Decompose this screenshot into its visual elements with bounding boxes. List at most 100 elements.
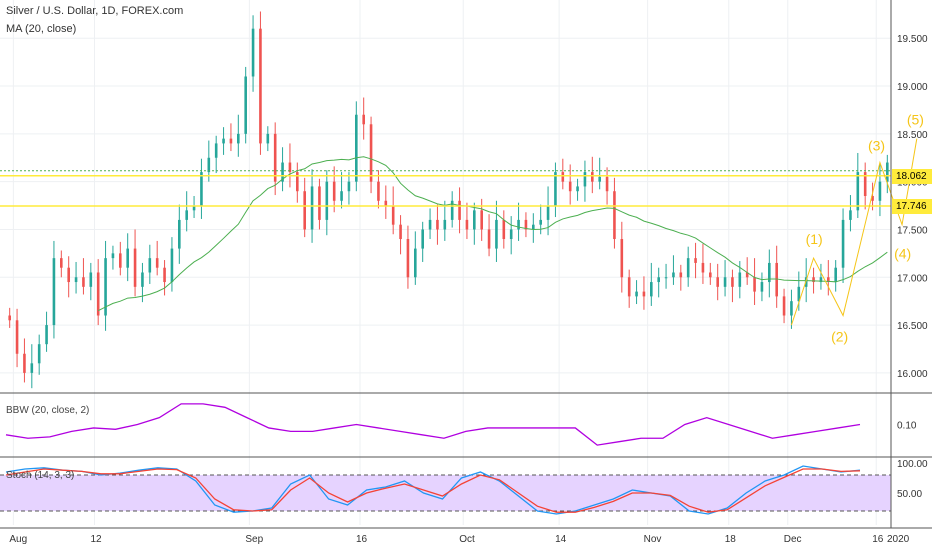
candle-body — [362, 114, 365, 125]
candle-body — [745, 272, 749, 278]
candle-body — [716, 277, 719, 287]
candle-body — [207, 157, 211, 173]
candle-body — [863, 172, 867, 196]
candle-body — [701, 262, 705, 273]
candle-body — [369, 124, 373, 182]
candle-body — [709, 272, 712, 278]
candle-body — [200, 172, 203, 206]
candle-body — [281, 162, 284, 182]
candle-body — [605, 176, 609, 192]
ma-legend: MA (20, close) — [6, 23, 77, 35]
candle-body — [480, 210, 483, 230]
candle-body — [391, 205, 395, 225]
candle-body — [384, 200, 388, 206]
candle-body — [694, 258, 697, 263]
candle-body — [450, 200, 454, 220]
candle-body — [244, 76, 247, 134]
bbw-line — [5, 403, 861, 446]
candle-body — [340, 191, 343, 201]
candle-body — [119, 253, 122, 268]
candle-body — [67, 267, 70, 283]
bbw-title: BBW (20, close, 2) — [6, 405, 90, 416]
candle-body — [355, 114, 358, 182]
candle-body — [428, 219, 432, 230]
candle-body — [768, 262, 771, 283]
candle-body — [627, 277, 631, 297]
x-tick-label: 14 — [555, 534, 567, 545]
x-tick-label: Nov — [644, 534, 662, 545]
candle-body — [443, 219, 447, 230]
candle-body — [509, 229, 513, 240]
candle-body — [229, 138, 233, 144]
stoch-band — [0, 474, 891, 512]
candle-body — [126, 248, 129, 268]
symbol-title: Silver / U.S. Dollar, 1D, FOREX.com — [6, 5, 184, 17]
x-tick-label: 12 — [91, 534, 103, 545]
candle-body — [598, 176, 601, 182]
candle-body — [23, 353, 26, 373]
candle-body — [524, 219, 528, 230]
grid — [0, 0, 892, 525]
candle-body — [613, 191, 616, 240]
stoch-title: Stoch (14, 3, 3) — [6, 470, 75, 481]
candle-body — [45, 325, 48, 345]
candle-body — [642, 291, 646, 297]
candle-body — [178, 219, 181, 249]
candle-body — [679, 272, 683, 278]
candle-body — [591, 172, 594, 182]
candle-body — [886, 162, 889, 182]
candles — [8, 11, 889, 389]
price-tag-upper: 18.062 — [892, 168, 932, 184]
candle-body — [672, 272, 675, 278]
candle-body — [804, 277, 808, 287]
x-tick-label: 16 — [872, 534, 884, 545]
candle-body — [332, 181, 336, 201]
candle-body — [878, 181, 882, 201]
price-tag-lower: 17.746 — [892, 198, 932, 214]
y-tick-label: 18.500 — [897, 130, 928, 141]
candle-body — [827, 277, 830, 283]
y-tick-label: 16.500 — [897, 321, 928, 332]
candle-body — [436, 219, 439, 230]
candle-body — [546, 205, 550, 220]
x-tick-label: Dec — [784, 534, 802, 545]
candle-body — [583, 172, 587, 187]
candle-body — [60, 258, 63, 268]
candle-body — [318, 186, 321, 220]
candle-body — [620, 239, 624, 278]
candle-body — [495, 219, 498, 249]
axes — [0, 0, 932, 529]
y-tick-label: 100.00 — [897, 459, 928, 470]
candle-body — [849, 210, 852, 220]
candle-body — [731, 277, 734, 287]
candle-body — [502, 219, 506, 240]
wave-label: (4) — [894, 246, 911, 262]
tick-labels: 19.50019.00018.50018.00017.50017.00016.5… — [9, 34, 928, 545]
candle-body — [856, 172, 860, 211]
candle-body — [782, 296, 786, 316]
candle-body — [487, 229, 491, 249]
candle-body — [812, 277, 815, 283]
wave-label: (2) — [831, 329, 848, 345]
candle-body — [473, 210, 476, 230]
candle-body — [576, 186, 579, 192]
candle-body — [74, 277, 78, 283]
candle-body — [296, 172, 299, 192]
candle-body — [170, 248, 174, 283]
x-tick-label: 2020 — [887, 534, 910, 545]
candle-body — [310, 186, 314, 230]
candle-body — [141, 272, 144, 287]
candle-body — [790, 301, 793, 316]
wave-label: (1) — [806, 231, 823, 247]
candle-body — [568, 181, 572, 192]
candle-body — [517, 219, 520, 230]
candle-body — [657, 277, 660, 283]
candle-body — [30, 363, 34, 373]
ma-line — [97, 156, 888, 312]
candle-body — [664, 277, 668, 279]
candle-body — [819, 277, 823, 283]
x-tick-label: Aug — [9, 534, 27, 545]
candle-body — [841, 219, 845, 268]
x-tick-label: Oct — [459, 534, 475, 545]
